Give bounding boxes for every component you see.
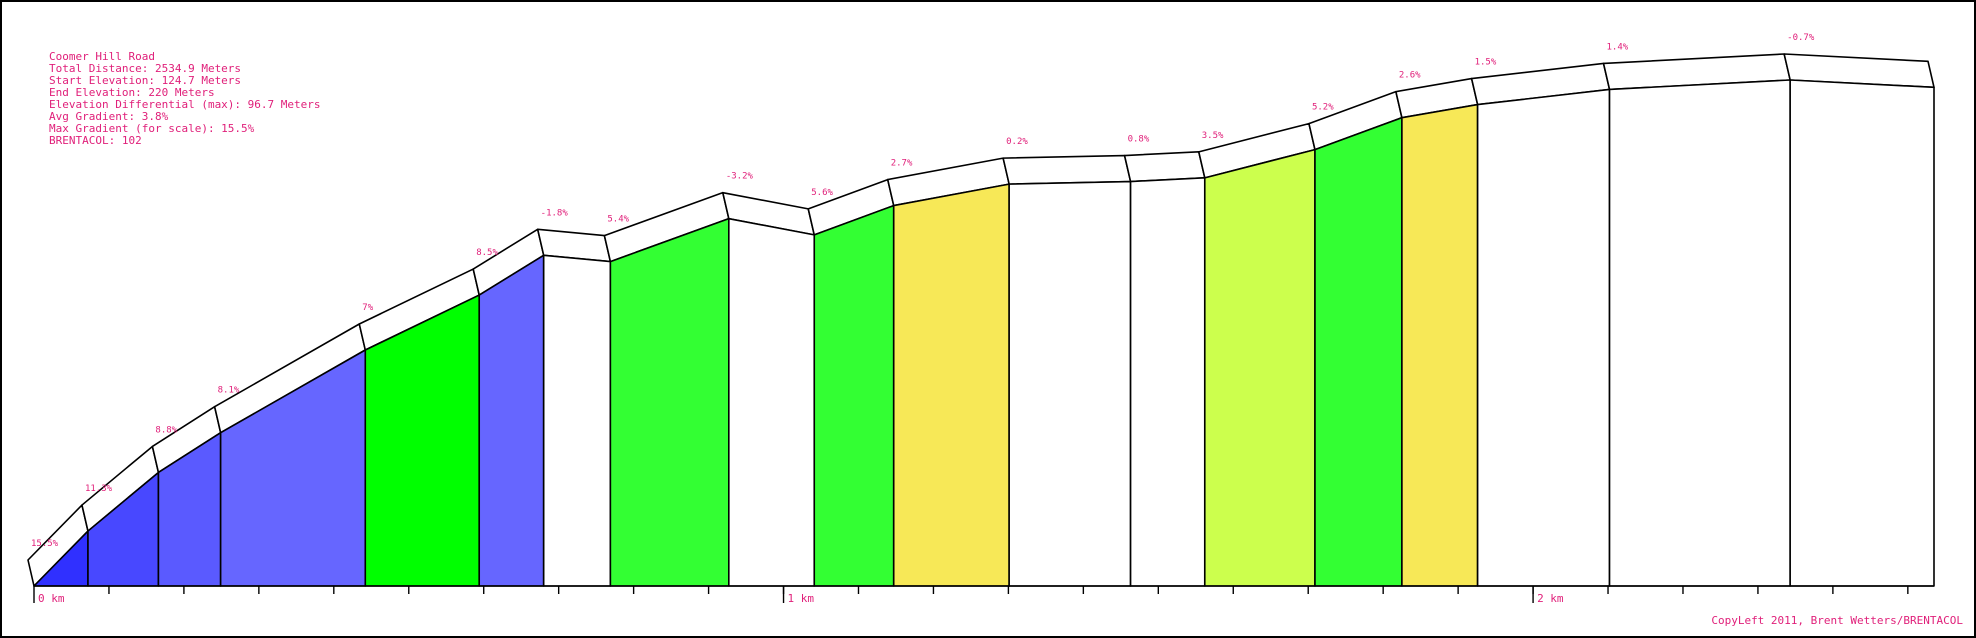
grade-label: 8.8% bbox=[155, 425, 177, 435]
profile-band bbox=[1002, 154, 1132, 185]
info-line: End Elevation: 220 Meters bbox=[49, 86, 215, 99]
profile-band bbox=[1123, 151, 1206, 183]
grade-label: 1.5% bbox=[1475, 58, 1497, 68]
grade-label: 3.5% bbox=[1202, 131, 1224, 141]
info-line: Coomer Hill Road bbox=[49, 50, 155, 63]
grade-label: 5.6% bbox=[811, 188, 833, 198]
x-tick-label: 0 km bbox=[38, 592, 65, 605]
segment bbox=[1314, 116, 1403, 587]
info-line: BRENTACOL: 102 bbox=[49, 134, 142, 147]
grade-label: 5.2% bbox=[1312, 103, 1334, 113]
grade-label: 2.6% bbox=[1399, 71, 1421, 81]
segment bbox=[609, 217, 730, 587]
grade-label: -0.7% bbox=[1787, 33, 1815, 43]
grade-label: 7% bbox=[362, 303, 373, 313]
grade-label: 11.3% bbox=[85, 484, 113, 494]
segment bbox=[1203, 148, 1316, 587]
grade-label: -3.2% bbox=[726, 172, 754, 182]
grade-label: 8.1% bbox=[218, 386, 240, 396]
grade-label: 15.5% bbox=[31, 539, 59, 549]
segment bbox=[892, 183, 1010, 587]
segment bbox=[542, 254, 612, 587]
x-tick-label: 1 km bbox=[788, 592, 815, 605]
info-line: Elevation Differential (max): 96.7 Meter… bbox=[49, 98, 321, 111]
info-line: Avg Gradient: 3.8% bbox=[49, 110, 169, 123]
grade-label: -1.8% bbox=[541, 208, 569, 218]
segment bbox=[1476, 88, 1611, 587]
info-line: Total Distance: 2534.9 Meters bbox=[49, 62, 241, 75]
segment bbox=[1608, 79, 1791, 587]
grade-label: 0.2% bbox=[1006, 137, 1028, 147]
segment bbox=[1789, 79, 1935, 587]
x-tick-label: 2 km bbox=[1537, 592, 1564, 605]
segment bbox=[728, 217, 816, 587]
info-line: Max Gradient (for scale): 15.5% bbox=[49, 122, 255, 135]
grade-label: 2.7% bbox=[891, 159, 913, 169]
segment bbox=[1129, 177, 1206, 587]
copyright: CopyLeft 2011, Brent Wetters/BRENTACOL bbox=[1711, 614, 1963, 627]
grade-label: 5.4% bbox=[607, 215, 629, 225]
segment bbox=[478, 254, 545, 587]
grade-label: 1.4% bbox=[1607, 42, 1629, 52]
segment bbox=[813, 204, 895, 587]
segment bbox=[1008, 180, 1132, 587]
segment bbox=[1401, 103, 1479, 587]
grade-label: 8.5% bbox=[476, 248, 498, 258]
grade-label: 0.8% bbox=[1128, 135, 1150, 145]
info-line: Start Elevation: 124.7 Meters bbox=[49, 74, 241, 87]
